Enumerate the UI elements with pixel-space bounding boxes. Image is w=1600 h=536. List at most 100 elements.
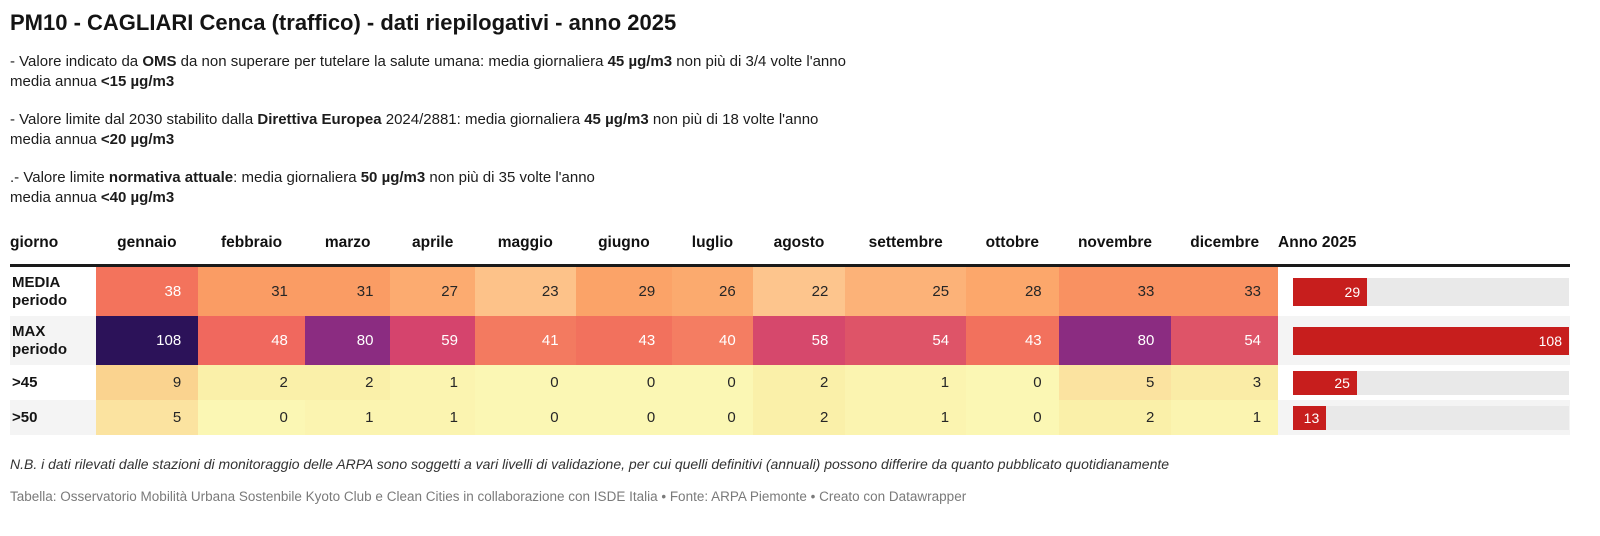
column-header: dicembre <box>1171 226 1279 267</box>
description-line: - Valore limite dal 2030 stabilito dalla… <box>10 111 819 128</box>
heatmap-cell: 3 <box>1171 365 1279 400</box>
row-label: >50 <box>10 400 96 435</box>
description-paragraph: .- Valore limite normativa attuale: medi… <box>10 168 1570 207</box>
annual-bar: 108 <box>1293 326 1569 355</box>
heatmap-cell: 1 <box>390 365 475 400</box>
annual-bar-track: 108 <box>1293 326 1569 355</box>
annual-bar-track: 25 <box>1293 370 1569 395</box>
heatmap-cell: 43 <box>575 316 673 365</box>
heatmap-cell: 48 <box>198 316 305 365</box>
row-label: >45 <box>10 365 96 400</box>
column-header: maggio <box>474 226 576 267</box>
heatmap-cell: 1 <box>304 400 391 435</box>
column-header: giugno <box>575 226 673 267</box>
heatmap-cell: 0 <box>575 400 673 435</box>
annual-bar: 13 <box>1293 405 1327 430</box>
chart-description: - Valore indicato da OMS da non superare… <box>10 52 1570 207</box>
heatmap-cell: 2 <box>752 365 846 400</box>
heatmap-cell: 33 <box>1171 265 1279 316</box>
heatmap-cell: 22 <box>752 265 846 316</box>
description-paragraph: - Valore indicato da OMS da non superare… <box>10 52 1570 91</box>
annual-bar: 25 <box>1293 370 1357 395</box>
heatmap-cell: 9 <box>95 365 199 400</box>
heatmap-cell: 38 <box>95 265 199 316</box>
heatmap-cell: 23 <box>474 265 576 316</box>
column-header: agosto <box>752 226 846 267</box>
column-header: novembre <box>1058 226 1172 267</box>
heatmap-cell: 0 <box>474 400 576 435</box>
table-row: >45 9 2 2 1 0 0 0 2 1 0 5 3 25 <box>10 365 1570 400</box>
description-line: .- Valore limite normativa attuale: medi… <box>10 169 595 186</box>
heatmap-cell: 0 <box>198 400 305 435</box>
heatmap-cell: 29 <box>575 265 673 316</box>
heatmap-cell: 0 <box>966 365 1059 400</box>
datawrapper-table-chart: PM10 - CAGLIARI Cenca (traffico) - dati … <box>0 10 1600 504</box>
heatmap-cell: 0 <box>672 365 753 400</box>
heatmap-cell: 2 <box>1058 400 1172 435</box>
heatmap-cell: 41 <box>474 316 576 365</box>
heatmap-cell: 2 <box>198 365 305 400</box>
column-header: aprile <box>390 226 475 267</box>
heatmap-cell: 2 <box>752 400 846 435</box>
description-line: - Valore indicato da OMS da non superare… <box>10 53 846 70</box>
annual-bar-value: 13 <box>1303 409 1320 426</box>
heatmap-cell: 25 <box>845 265 967 316</box>
annual-bar-track: 13 <box>1293 405 1569 430</box>
annual-cell: 29 <box>1278 265 1570 316</box>
column-header: giorno <box>10 226 96 267</box>
heatmap-cell: 54 <box>845 316 967 365</box>
table-row: MEDIA periodo 38 31 31 27 23 29 26 22 25 28 33 33 29 <box>10 265 1570 316</box>
heatmap-cell: 40 <box>672 316 753 365</box>
description-line: media annua <20 µg/m3 <box>10 130 175 148</box>
column-header: gennaio <box>95 226 199 267</box>
heatmap-cell: 0 <box>672 400 753 435</box>
annual-bar: 29 <box>1293 277 1368 306</box>
annual-cell: 13 <box>1278 400 1570 435</box>
column-header: settembre <box>845 226 967 267</box>
table-row: MAX periodo 108 48 80 59 41 43 40 58 54 43 80 54 108 <box>10 316 1570 365</box>
table-header-row: giorno gennaio febbraio marzo aprile maggio gi… <box>10 226 1570 267</box>
validation-note: N.B. i dati rilevati dalle stazioni di m… <box>10 456 1170 472</box>
row-label: MEDIA periodo <box>10 265 96 316</box>
heatmap-cell: 1 <box>845 365 967 400</box>
heatmap-cell: 1 <box>845 400 967 435</box>
column-header: ottobre <box>966 226 1059 267</box>
heatmap-cell: 1 <box>390 400 475 435</box>
heatmap-cell: 0 <box>474 365 576 400</box>
annual-bar-track: 29 <box>1293 277 1569 306</box>
column-header: febbraio <box>198 226 305 267</box>
attribution-line: Tabella: Osservatorio Mobilità Urbana So… <box>10 489 967 504</box>
column-header: marzo <box>304 226 391 267</box>
annual-bar-value: 25 <box>1334 374 1350 391</box>
heatmap-cell: 33 <box>1058 265 1172 316</box>
heatmap-cell: 31 <box>198 265 305 316</box>
description-paragraph: - Valore limite dal 2030 stabilito dalla… <box>10 110 1570 149</box>
heatmap-cell: 31 <box>304 265 391 316</box>
heatmap-cell: 108 <box>95 316 199 365</box>
annual-bar-value: 29 <box>1344 283 1361 300</box>
table-row: >50 5 0 1 1 0 0 0 2 1 0 2 1 13 <box>10 400 1570 435</box>
heatmap-cell: 59 <box>390 316 475 365</box>
heatmap-cell: 1 <box>1171 400 1279 435</box>
heatmap-cell: 43 <box>966 316 1059 365</box>
column-header: luglio <box>672 226 753 267</box>
annual-cell: 108 <box>1278 316 1570 365</box>
chart-title: PM10 - CAGLIARI Cenca (traffico) - dati … <box>10 10 677 35</box>
heatmap-cell: 0 <box>966 400 1059 435</box>
pm10-data-table: giorno gennaio febbraio marzo aprile maggio gi… <box>10 226 1570 435</box>
heatmap-cell: 28 <box>966 265 1059 316</box>
heatmap-cell: 0 <box>575 365 673 400</box>
annual-cell: 25 <box>1278 365 1570 400</box>
row-label: MAX periodo <box>10 316 96 365</box>
heatmap-cell: 27 <box>390 265 475 316</box>
heatmap-cell: 80 <box>1058 316 1172 365</box>
description-line: media annua <15 µg/m3 <box>10 72 175 90</box>
column-header: Anno 2025 <box>1278 226 1570 267</box>
description-line: media annua <40 µg/m3 <box>10 188 175 206</box>
annual-bar-value: 108 <box>1538 332 1562 349</box>
heatmap-cell: 5 <box>95 400 199 435</box>
heatmap-cell: 26 <box>672 265 753 316</box>
heatmap-cell: 2 <box>304 365 391 400</box>
heatmap-cell: 5 <box>1058 365 1172 400</box>
heatmap-cell: 54 <box>1171 316 1279 365</box>
